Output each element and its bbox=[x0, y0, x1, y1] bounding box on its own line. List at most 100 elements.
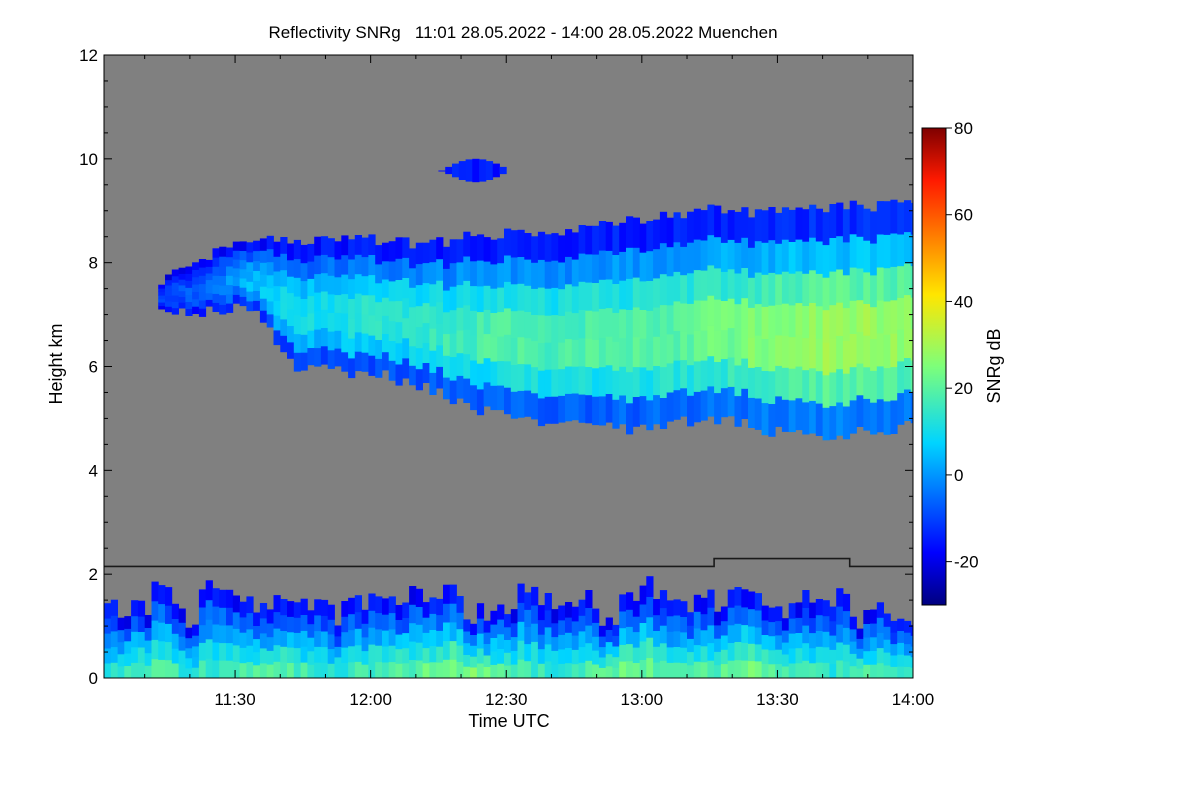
cloud-cell bbox=[687, 364, 695, 396]
cloud-cell bbox=[802, 305, 810, 339]
echo-cell bbox=[781, 666, 790, 678]
cloud-cell bbox=[524, 364, 532, 391]
echo-cell bbox=[524, 592, 532, 610]
cloud-cell bbox=[517, 336, 525, 365]
cloud-cell bbox=[693, 361, 701, 392]
cloud-cell bbox=[910, 328, 913, 361]
echo-cell bbox=[741, 642, 749, 661]
cloud-cell bbox=[293, 333, 301, 353]
echo-cell bbox=[165, 605, 173, 624]
cloud-cell bbox=[619, 395, 627, 425]
cloud-cell bbox=[720, 213, 729, 243]
cloud-cell bbox=[476, 389, 485, 416]
echo-cell bbox=[639, 604, 647, 623]
cloud-cell bbox=[904, 389, 912, 421]
echo-cell bbox=[409, 641, 417, 660]
cloud-cell bbox=[748, 217, 756, 248]
cloud-cell bbox=[870, 275, 878, 308]
cloud-cell bbox=[517, 229, 525, 257]
cloud-cell bbox=[578, 225, 586, 254]
cloud-cell bbox=[219, 256, 227, 267]
echo-cell bbox=[219, 660, 227, 678]
echo-cell bbox=[531, 586, 539, 606]
echo-cell bbox=[795, 662, 803, 678]
cloud-cell bbox=[809, 367, 817, 401]
cloud-cell bbox=[578, 281, 586, 310]
cloud-cell bbox=[456, 352, 464, 376]
cloud-cell bbox=[492, 163, 500, 178]
echo-cell bbox=[165, 641, 173, 661]
cloud-cell bbox=[598, 337, 607, 368]
cloud-cell bbox=[897, 392, 905, 425]
echo-cell bbox=[626, 609, 634, 627]
echo-cell bbox=[104, 648, 112, 664]
cloud-cell bbox=[456, 375, 464, 399]
cloud-cell bbox=[341, 274, 349, 295]
cloud-cell bbox=[592, 282, 600, 312]
cloud-cell bbox=[680, 359, 688, 389]
echo-cell bbox=[842, 627, 851, 645]
echo-cell bbox=[151, 600, 159, 621]
echo-cell bbox=[151, 620, 159, 640]
y-tick-label: 0 bbox=[89, 669, 98, 688]
echo-cell bbox=[239, 632, 247, 648]
echo-cell bbox=[687, 612, 695, 626]
cloud-cell bbox=[259, 262, 268, 275]
cloud-cell bbox=[585, 282, 593, 311]
echo-cell bbox=[117, 617, 125, 631]
cloud-cell bbox=[714, 361, 722, 394]
echo-cell bbox=[565, 617, 573, 633]
cloud-cell bbox=[653, 307, 661, 337]
cloud-cell bbox=[490, 336, 498, 362]
cloud-cell bbox=[842, 340, 851, 374]
cloud-cell bbox=[632, 217, 640, 248]
cloud-cell bbox=[334, 241, 342, 260]
cloud-cell bbox=[734, 303, 742, 335]
cloud-cell bbox=[273, 256, 281, 272]
echo-cell bbox=[870, 609, 878, 624]
cloud-cell bbox=[327, 256, 335, 276]
echo-cell bbox=[734, 587, 742, 606]
cloud-cell bbox=[388, 281, 396, 302]
cloud-cell bbox=[890, 233, 898, 267]
cloud-cell bbox=[436, 323, 444, 346]
cloud-cell bbox=[178, 296, 186, 303]
echo-cell bbox=[680, 647, 688, 664]
echo-cell bbox=[890, 632, 898, 645]
cloud-cell bbox=[788, 400, 796, 433]
echo-cell bbox=[422, 632, 430, 649]
echo-cell bbox=[714, 651, 722, 666]
cloud-cell bbox=[761, 402, 769, 436]
cloud-cell bbox=[368, 234, 376, 255]
cloud-cell bbox=[856, 394, 864, 427]
echo-cell bbox=[300, 630, 308, 647]
cloud-cell bbox=[185, 287, 193, 295]
echo-cell bbox=[768, 621, 776, 637]
cloud-cell bbox=[485, 161, 494, 180]
cloud-cell bbox=[266, 314, 274, 328]
cloud-cell bbox=[531, 314, 539, 342]
cloud-cell bbox=[341, 351, 349, 372]
cloud-cell bbox=[198, 267, 207, 276]
cloud-cell bbox=[815, 305, 823, 339]
cloud-cell bbox=[707, 355, 715, 387]
echo-cell bbox=[687, 651, 695, 666]
echo-cell bbox=[497, 663, 505, 678]
echo-cell bbox=[178, 636, 186, 651]
x-tick-label: 13:30 bbox=[756, 690, 799, 709]
cloud-cell bbox=[192, 276, 200, 285]
echo-cell bbox=[775, 663, 783, 678]
cloud-cell bbox=[849, 234, 857, 268]
echo-cell bbox=[483, 655, 491, 667]
cloud-cell bbox=[354, 235, 362, 255]
echo-cell bbox=[578, 662, 586, 678]
cloud-cell bbox=[476, 337, 485, 364]
echo-cell bbox=[124, 653, 132, 666]
echo-cell bbox=[836, 624, 844, 643]
cloud-cell bbox=[802, 369, 810, 403]
echo-cell bbox=[544, 644, 552, 662]
echo-cell bbox=[198, 607, 207, 626]
echo-cell bbox=[497, 619, 505, 635]
cloud-cell bbox=[659, 242, 668, 275]
cloud-cell bbox=[165, 274, 173, 281]
